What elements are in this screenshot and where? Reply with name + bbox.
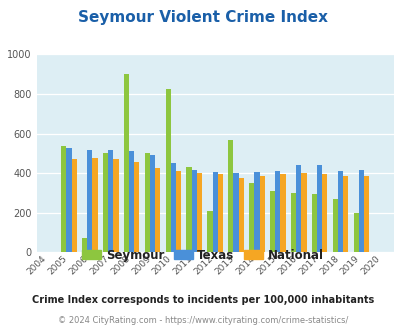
Bar (87, 150, 92, 252)
Bar (290, 193, 295, 252)
Bar (259, 176, 264, 252)
Bar (82, 238, 87, 252)
Bar (212, 172, 217, 252)
Bar (176, 171, 181, 252)
Bar (332, 199, 337, 252)
Bar (196, 173, 202, 252)
Bar (353, 213, 358, 252)
Bar (129, 151, 134, 252)
Bar (337, 171, 342, 252)
Bar (238, 178, 243, 252)
Bar (171, 163, 176, 252)
Bar (301, 173, 306, 252)
Bar (61, 146, 66, 252)
Bar (342, 176, 347, 252)
Bar (358, 170, 363, 252)
Bar (155, 168, 160, 252)
Bar (311, 194, 316, 252)
Bar (186, 167, 191, 252)
Bar (149, 155, 155, 252)
Bar (144, 153, 149, 252)
Text: © 2024 CityRating.com - https://www.cityrating.com/crime-statistics/: © 2024 CityRating.com - https://www.city… (58, 316, 347, 325)
Bar (269, 191, 275, 252)
Text: Crime Index corresponds to incidents per 100,000 inhabitants: Crime Index corresponds to incidents per… (32, 295, 373, 305)
Bar (233, 173, 238, 252)
Bar (316, 165, 322, 252)
Legend: Seymour, Texas, National: Seymour, Texas, National (77, 244, 328, 266)
Bar (228, 140, 233, 252)
Bar (280, 174, 285, 252)
Bar (92, 158, 98, 252)
Bar (249, 183, 254, 252)
Bar (217, 174, 222, 252)
Bar (322, 174, 327, 252)
Bar (275, 171, 280, 252)
Bar (66, 148, 71, 252)
Bar (254, 172, 259, 252)
Bar (124, 74, 129, 252)
Bar (108, 150, 113, 252)
Bar (102, 153, 108, 252)
Bar (207, 211, 212, 252)
Bar (363, 176, 369, 252)
Bar (134, 162, 139, 252)
Bar (113, 159, 118, 252)
Bar (71, 159, 77, 252)
Text: Seymour Violent Crime Index: Seymour Violent Crime Index (78, 10, 327, 25)
Bar (191, 170, 196, 252)
Bar (295, 165, 301, 252)
Bar (165, 89, 171, 252)
